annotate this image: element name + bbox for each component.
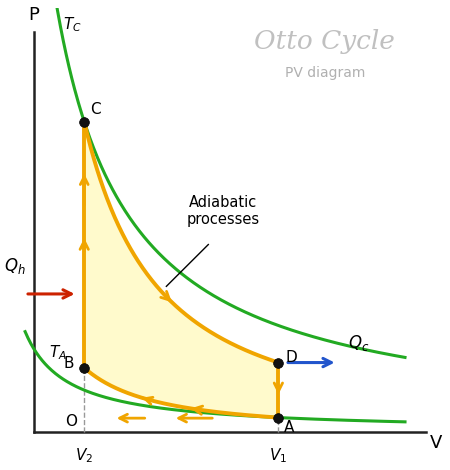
Text: PV diagram: PV diagram bbox=[285, 66, 365, 79]
Text: $T_A$: $T_A$ bbox=[49, 343, 67, 361]
Text: P: P bbox=[28, 6, 39, 24]
Text: C: C bbox=[90, 102, 100, 117]
Polygon shape bbox=[84, 122, 279, 417]
Text: $T_C$: $T_C$ bbox=[63, 16, 82, 34]
Text: V: V bbox=[430, 434, 443, 452]
Text: $V_2$: $V_2$ bbox=[75, 446, 93, 465]
Text: $Q_h$: $Q_h$ bbox=[4, 256, 26, 276]
Text: D: D bbox=[285, 350, 297, 365]
Text: O: O bbox=[65, 415, 77, 430]
Text: $V_1$: $V_1$ bbox=[269, 446, 288, 465]
Text: $Q_c$: $Q_c$ bbox=[347, 333, 369, 353]
Text: Otto Cycle: Otto Cycle bbox=[254, 29, 395, 54]
Text: A: A bbox=[284, 420, 295, 435]
Text: B: B bbox=[64, 355, 74, 370]
Text: Adiabatic
processes: Adiabatic processes bbox=[187, 195, 260, 227]
